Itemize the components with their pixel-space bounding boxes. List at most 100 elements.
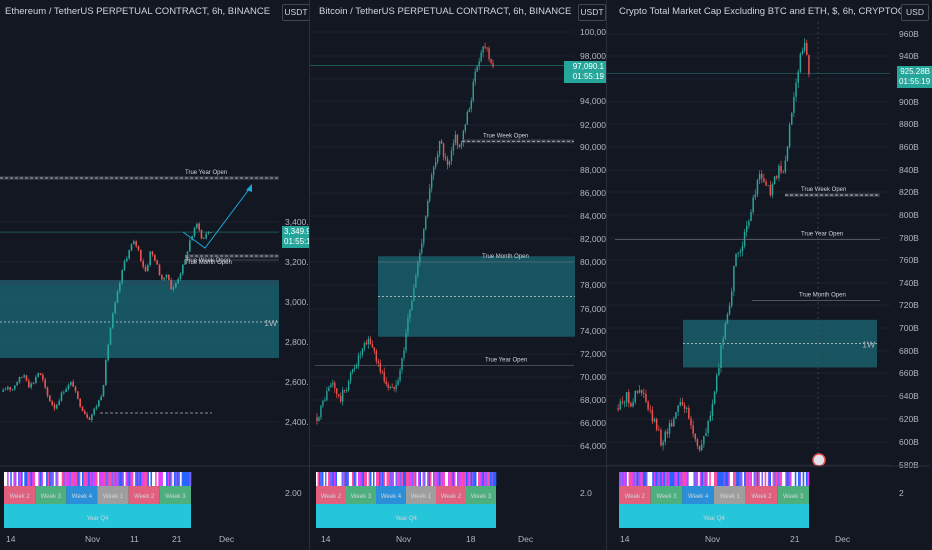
others-session-noise: [707, 472, 710, 486]
others-session-noise: [619, 472, 621, 486]
others-session-noise: [783, 472, 786, 486]
others-candle-body: [773, 176, 776, 184]
others-session-noise: [775, 472, 778, 486]
eth-candle-body: [67, 384, 70, 390]
btc-currency-button[interactable]: USDT: [578, 4, 606, 21]
others-level-label: True Year Open: [801, 231, 843, 237]
eth-session-noise: [142, 472, 145, 486]
eth-candle-body: [200, 230, 203, 239]
eth-candle-body: [4, 389, 7, 391]
btc-session-noise: [370, 472, 372, 486]
eth-session-noise: [21, 472, 23, 486]
btc-session-noise: [400, 472, 402, 486]
others-candle-body: [791, 112, 793, 125]
eth-week-block: [159, 486, 191, 504]
others-session-noise: [769, 472, 772, 486]
btc-session-noise: [395, 472, 398, 486]
btc-session-noise: [368, 472, 371, 486]
btc-session-noise: [337, 472, 339, 486]
btc-candle-body: [379, 362, 381, 372]
others-candle-body: [803, 42, 806, 51]
eth-candle-body: [18, 377, 21, 383]
eth-session-noise: [56, 472, 59, 486]
others-session-noise: [763, 472, 765, 486]
eth-candle-body: [161, 275, 163, 280]
eth-candle-body: [126, 258, 128, 262]
others-session-noise: [786, 472, 789, 486]
others-session-noise: [767, 472, 770, 486]
others-session-noise: [745, 472, 748, 486]
eth-session-noise: [189, 472, 192, 486]
others-candle-body: [625, 392, 628, 403]
eth-session-noise: [161, 472, 164, 486]
btc-candle-body: [419, 253, 421, 263]
btc-candle-body: [355, 364, 358, 368]
btc-week-block: [406, 486, 436, 504]
eth-candle-body: [100, 396, 102, 401]
others-ytick-label: 760B: [899, 255, 919, 265]
eth-currency-button[interactable]: USDT: [282, 4, 309, 21]
others-session-noise: [682, 472, 685, 486]
eth-session-noise: [117, 472, 120, 486]
eth-chart[interactable]: 3,400.00 3,200.00 3,000.00 2,800.00 2,600.00…: [0, 0, 309, 550]
others-candle-body: [771, 183, 774, 196]
others-candle-body: [628, 392, 630, 404]
eth-candle-body: [184, 259, 186, 265]
eth-session-noise: [71, 472, 73, 486]
others-session-noise: [658, 472, 661, 486]
btc-ytick-label: 78,000.0: [580, 280, 606, 290]
others-currency-button[interactable]: USD: [901, 4, 929, 21]
btc-session-noise: [479, 472, 482, 486]
eth-xtick-label: Dec: [219, 534, 235, 544]
btc-chart-panel[interactable]: 100,000.098,000.096,000.094,000.092,000.…: [310, 0, 606, 550]
others-session-noise: [650, 472, 653, 486]
btc-session-noise: [383, 472, 386, 486]
btc-candle-body: [343, 389, 346, 391]
others-week-label: Week 3: [783, 494, 804, 500]
others-session-noise: [801, 472, 803, 486]
eth-chart-panel[interactable]: 3,400.00 3,200.00 3,000.00 2,800.00 2,600.00…: [0, 0, 309, 550]
eth-session-noise: [164, 472, 167, 486]
btc-session-noise: [478, 472, 480, 486]
others-candle-body: [733, 266, 735, 292]
eth-ytick-label: 3,400.00: [285, 217, 309, 227]
btc-session-noise: [323, 472, 326, 486]
others-session-noise: [674, 472, 677, 486]
eth-session-noise: [116, 472, 119, 486]
eth-session-noise: [113, 472, 115, 486]
btc-session-noise: [421, 472, 423, 486]
btc-ytick-label: 76,000.0: [580, 304, 606, 314]
btc-session-noise: [350, 472, 353, 486]
others-session-noise: [712, 472, 715, 486]
eth-session-noise: [30, 472, 33, 486]
others-session-noise: [645, 472, 648, 486]
others-candle-body: [722, 338, 724, 346]
pane-separator[interactable]: [309, 0, 310, 550]
others-session-noise: [699, 472, 702, 486]
others-chart[interactable]: 960B940B920B900B880B860B840B820B800B780B…: [607, 0, 932, 550]
others-candle-body: [754, 194, 757, 198]
eth-candle-body: [44, 379, 46, 388]
btc-candle-body: [320, 405, 322, 418]
others-week-block: [650, 486, 683, 504]
eth-candle-body: [2, 390, 4, 392]
btc-candle-body: [464, 124, 467, 131]
btc-session-noise: [401, 472, 404, 486]
others-week-label: Week 2: [625, 494, 646, 500]
eth-session-noise: [114, 472, 117, 486]
others-session-noise: [676, 472, 678, 486]
eth-session-noise: [106, 472, 109, 486]
eth-candle-body: [147, 264, 149, 272]
others-session-noise: [644, 472, 647, 486]
eth-session-noise: [120, 472, 123, 486]
btc-session-noise: [458, 472, 461, 486]
btc-candle-body: [391, 386, 393, 388]
others-candle-body: [617, 408, 619, 410]
eth-session-noise: [92, 472, 95, 486]
btc-candle-body: [405, 332, 407, 351]
btc-session-noise: [427, 472, 429, 486]
pane-separator[interactable]: [606, 0, 607, 550]
btc-chart[interactable]: 100,000.098,000.096,000.094,000.092,000.…: [310, 0, 606, 550]
others-chart-panel[interactable]: 960B940B920B900B880B860B840B820B800B780B…: [607, 0, 932, 550]
btc-week-block: [346, 486, 376, 504]
